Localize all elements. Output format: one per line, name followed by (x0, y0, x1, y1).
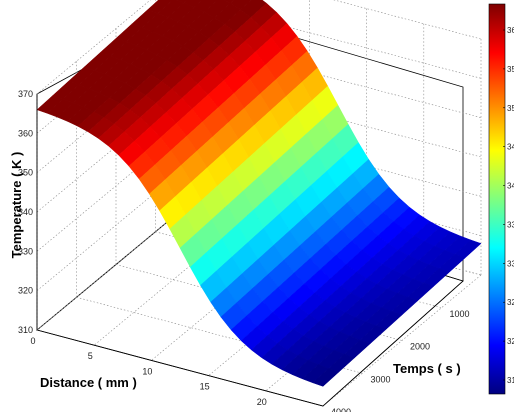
colorbar-tick-label: 33 (507, 259, 514, 268)
grid-line (333, 0, 482, 40)
y-tick-label: 4000 (331, 407, 351, 412)
colorbar-tick-label: 35 (507, 104, 514, 113)
x-tick-labels: 0510152025 (30, 336, 267, 407)
grid-line (36, 198, 196, 331)
grid-line (322, 274, 482, 407)
colorbar-tick-label: 34 (507, 182, 514, 191)
surface-patch (312, 368, 340, 387)
z-tick-label: 350 (18, 168, 33, 178)
grid-line (36, 120, 196, 252)
x-tick-label: 10 (142, 366, 152, 376)
x-tick-label: 20 (257, 397, 267, 407)
z-tick-label: 320 (18, 286, 33, 296)
colorbar-tick-label: 32 (507, 298, 514, 307)
colorbar-tick-label: 32 (507, 337, 514, 346)
colorbar-tick-label: 35 (507, 65, 514, 74)
x-axis-line (36, 329, 324, 407)
grid-line (36, 159, 196, 291)
z-axis-label: Temperature ( K ) (9, 152, 24, 259)
z-tick-label: 330 (18, 246, 33, 256)
grid-line (76, 296, 363, 374)
colorbar-gradient (488, 3, 506, 395)
x-tick-label: 0 (30, 336, 35, 346)
y-tick-label: 2000 (410, 342, 430, 352)
y-tick-label: 3000 (371, 374, 391, 384)
colorbar-tick-label: 31 (507, 376, 514, 385)
colorbar-tick-label: 33 (507, 220, 514, 229)
surface-mesh (36, 0, 482, 387)
y-tick-label: 1000 (450, 309, 470, 319)
y-axis-line (322, 280, 464, 407)
x-tick-label: 5 (88, 351, 93, 361)
y-axis-label: Temps ( s ) (393, 361, 461, 376)
z-tick-label: 310 (18, 325, 33, 335)
grid-line (36, 0, 151, 95)
z-tick-label: 340 (18, 207, 33, 217)
front-axes (36, 94, 464, 407)
grid-line (94, 213, 253, 346)
x-tick-label: 15 (200, 382, 210, 392)
z-tick-label: 370 (18, 89, 33, 99)
z-tick-label: 360 (18, 128, 33, 138)
z-tick-labels: 310 320 330 340 350 360 370 (18, 89, 33, 335)
colorbar: 36 35 35 34 34 33 33 32 32 31 (488, 3, 514, 395)
colorbar-tick-label: 36 (507, 26, 514, 35)
colorbar-tick-labels: 36 35 35 34 34 33 33 32 32 31 (503, 26, 514, 385)
colorbar-tick-label: 34 (507, 143, 514, 152)
x-axis-label: Distance ( mm ) (40, 375, 137, 390)
